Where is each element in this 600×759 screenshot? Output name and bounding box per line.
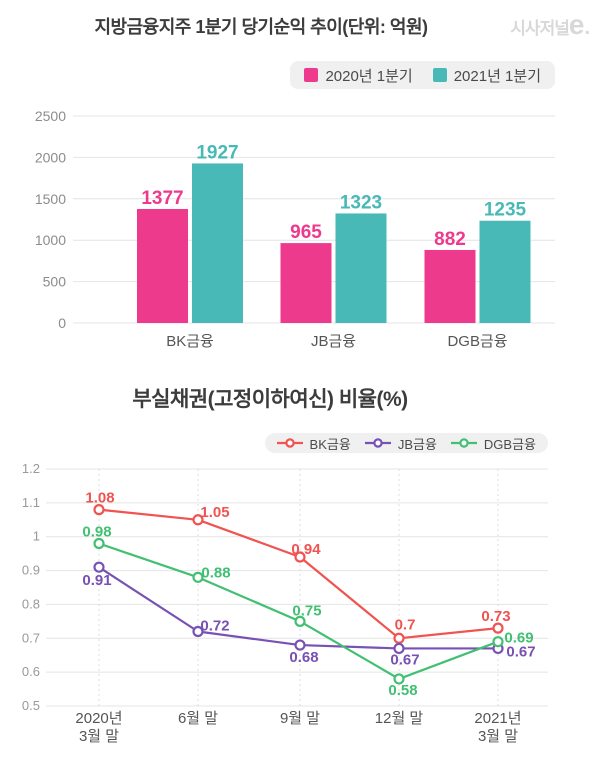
y-tick-label: 0.8 bbox=[22, 596, 40, 611]
point-marker-jb-2 bbox=[294, 639, 306, 651]
y-tick-label: 2000 bbox=[35, 149, 66, 165]
bar-chart-title: 지방금융지주 1분기 당기순익 추이(단위: 억원) bbox=[94, 17, 428, 37]
point-value-label-dgb-1: 0.88 bbox=[201, 564, 230, 581]
point-value-label-bk-4: 0.73 bbox=[481, 608, 510, 625]
legend-swatch-icon-2020-q1 bbox=[304, 68, 319, 82]
line-chart-legend: BK금융 JB금융 DGB금융 bbox=[264, 433, 548, 453]
bar-2021-q1-2 bbox=[479, 220, 531, 323]
point-value-label-jb-0: 0.91 bbox=[82, 572, 111, 589]
point-value-label-dgb-3: 0.58 bbox=[388, 682, 417, 699]
legend-label-2021-q1: 2021년 1분기 bbox=[453, 67, 541, 85]
bar-chart: 0 500 1000 1500 2000 2500 1377 965 882 1927 1323 12… bbox=[35, 108, 555, 350]
y-tick-label: 0 bbox=[58, 315, 66, 331]
x-tick-label: 6월 말 bbox=[178, 710, 218, 727]
logo-korean-text: 시사저널 bbox=[510, 19, 570, 38]
point-marker-bk-3 bbox=[393, 632, 405, 644]
bar-value-label-2021-q1-2: 1235 bbox=[484, 200, 527, 221]
point-marker-bk-1 bbox=[192, 514, 204, 526]
point-marker-jb-1 bbox=[192, 625, 204, 638]
point-value-label-bk-0: 1.08 bbox=[85, 490, 114, 507]
legend-line-marker-icon-jb bbox=[364, 438, 391, 448]
x-tick-label: 3월 말 bbox=[79, 728, 119, 745]
point-value-label-bk-2: 0.94 bbox=[291, 541, 321, 558]
logo-e-glyph: e bbox=[568, 9, 585, 40]
point-value-label-jb-2: 0.68 bbox=[289, 649, 318, 666]
point-marker-jb-0 bbox=[93, 561, 105, 573]
y-tick-label: 1000 bbox=[35, 232, 66, 248]
point-marker-bk-2 bbox=[294, 551, 306, 563]
legend-line-marker-icon-dgb bbox=[450, 438, 477, 448]
x-category-label: JB금융 bbox=[311, 333, 356, 350]
y-tick-label: 1500 bbox=[35, 191, 66, 207]
bar-value-label-2020-q1-2: 882 bbox=[434, 229, 466, 250]
point-value-label-dgb-2: 0.75 bbox=[292, 602, 321, 619]
point-marker-dgb-3 bbox=[393, 673, 405, 685]
y-tick-label: 1 bbox=[33, 529, 40, 544]
point-marker-dgb-2 bbox=[294, 615, 306, 627]
legend-swatch-icon-2021-q1 bbox=[432, 68, 447, 82]
y-tick-label: 2500 bbox=[35, 108, 66, 124]
point-marker-dgb-0 bbox=[93, 537, 105, 550]
bar-value-label-2021-q1-1: 1323 bbox=[340, 192, 382, 213]
point-value-label-dgb-0: 0.98 bbox=[82, 523, 111, 540]
line-chart: 0.50.60.70.80.911.11.21.081.050.940.7 0.7… bbox=[22, 461, 548, 745]
point-value-label-jb-3: 0.67 bbox=[390, 651, 419, 668]
point-marker-dgb-1 bbox=[192, 571, 204, 583]
point-marker-jb-3 bbox=[393, 642, 405, 655]
x-tick-label: 2020년 bbox=[75, 710, 122, 727]
y-tick-label: 0.5 bbox=[22, 698, 40, 713]
legend-line-marker-icon-bk bbox=[276, 438, 303, 448]
bar-2020-q1-2 bbox=[424, 249, 476, 323]
y-tick-label: 1.2 bbox=[22, 461, 40, 476]
bar-2020-q1-0 bbox=[137, 208, 188, 323]
sisajournal-e-logo: 시사저널e. bbox=[510, 10, 590, 45]
bar-value-label-2020-q1-0: 1377 bbox=[141, 188, 183, 209]
point-value-label-jb-1: 0.72 bbox=[200, 618, 229, 635]
x-tick-label: 3월 말 bbox=[478, 728, 518, 745]
bar-2021-q1-0 bbox=[192, 163, 243, 323]
x-tick-label: 9월 말 bbox=[280, 710, 320, 727]
point-value-label-bk-3: 0.7 bbox=[395, 616, 416, 633]
point-value-label-jb-4: 0.67 bbox=[506, 643, 535, 660]
x-category-label: DGB금융 bbox=[447, 333, 507, 350]
y-tick-label: 500 bbox=[43, 274, 67, 290]
point-marker-bk-4 bbox=[492, 622, 504, 634]
point-marker-dgb-4 bbox=[492, 636, 504, 648]
x-category-label: BK금융 bbox=[166, 333, 214, 350]
legend-item-bk: BK금융 bbox=[276, 434, 351, 453]
legend-item-2020-q1: 2020년 1분기 bbox=[304, 65, 413, 86]
bar-2020-q1-1 bbox=[280, 243, 332, 323]
point-marker-bk-0 bbox=[93, 504, 105, 516]
x-tick-label: 2021년 bbox=[474, 710, 521, 727]
bar-2021-q1-1 bbox=[335, 213, 387, 323]
bar-chart-legend: 2020년 1분기 2021년 1분기 bbox=[290, 61, 555, 89]
legend-item-dgb: DGB금융 bbox=[450, 434, 536, 453]
line-chart-title: 부실채권(고정이하여신) 비율(%) bbox=[132, 388, 408, 411]
legend-label-2020-q1: 2020년 1분기 bbox=[325, 67, 413, 85]
y-tick-label: 0.6 bbox=[22, 664, 40, 679]
bar-value-label-2020-q1-1: 965 bbox=[290, 222, 322, 243]
legend-item-jb: JB금융 bbox=[364, 434, 437, 453]
legend-label-dgb: DGB금융 bbox=[483, 436, 536, 452]
legend-item-2021-q1: 2021년 1분기 bbox=[432, 65, 541, 86]
legend-label-bk: BK금융 bbox=[309, 436, 351, 452]
bar-value-label-2021-q1-0: 1927 bbox=[196, 142, 238, 163]
point-value-label-dgb-4: 0.69 bbox=[504, 630, 533, 647]
y-tick-label: 1.1 bbox=[22, 495, 40, 510]
point-value-label-bk-1: 1.05 bbox=[200, 504, 229, 521]
x-tick-label: 12월 말 bbox=[375, 710, 424, 727]
y-tick-label: 0.9 bbox=[22, 563, 40, 578]
logo-dot: . bbox=[584, 17, 590, 39]
y-tick-label: 0.7 bbox=[22, 630, 40, 645]
legend-label-jb: JB금융 bbox=[397, 436, 437, 452]
